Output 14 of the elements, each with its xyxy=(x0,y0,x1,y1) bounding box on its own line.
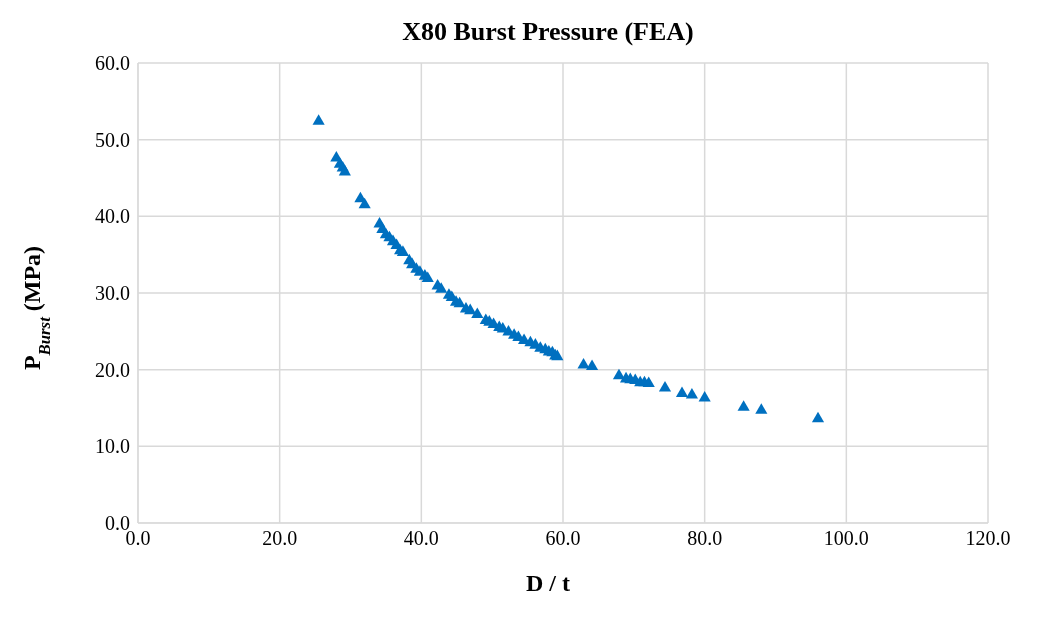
x-tick-label: 40.0 xyxy=(403,527,439,550)
y-tick-label: 40.0 xyxy=(95,205,130,228)
y-tick-label: 30.0 xyxy=(95,282,130,305)
x-tick-label: 80.0 xyxy=(687,527,723,550)
x-tick-label: 120.0 xyxy=(965,527,1011,550)
x-axis-title: D / t xyxy=(526,570,570,596)
x-tick-label: 20.0 xyxy=(262,527,298,550)
x-tick-label: 60.0 xyxy=(545,527,581,550)
y-tick-label: 60.0 xyxy=(95,52,130,75)
chart-title: X80 Burst Pressure (FEA) xyxy=(402,17,694,46)
y-tick-label: 50.0 xyxy=(95,128,130,151)
x-tick-label: 100.0 xyxy=(823,527,869,550)
y-tick-label: 10.0 xyxy=(95,435,130,458)
y-tick-label: 20.0 xyxy=(95,358,130,381)
